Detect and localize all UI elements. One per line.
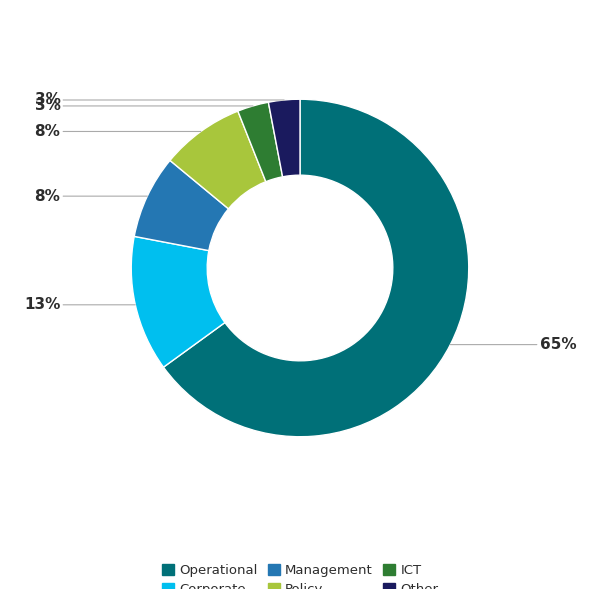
Text: 8%: 8% xyxy=(35,124,201,139)
Wedge shape xyxy=(131,236,225,367)
Wedge shape xyxy=(134,160,229,250)
Wedge shape xyxy=(163,99,469,437)
Text: 8%: 8% xyxy=(35,188,148,204)
Legend: Operational, Corporate, Management, Policy, ICT, Other: Operational, Corporate, Management, Poli… xyxy=(157,558,443,589)
Wedge shape xyxy=(238,102,283,181)
Text: 3%: 3% xyxy=(35,92,284,108)
Wedge shape xyxy=(170,111,266,209)
Text: 3%: 3% xyxy=(35,98,253,114)
Text: 65%: 65% xyxy=(451,337,576,352)
Wedge shape xyxy=(268,99,300,177)
Text: 13%: 13% xyxy=(24,297,136,312)
